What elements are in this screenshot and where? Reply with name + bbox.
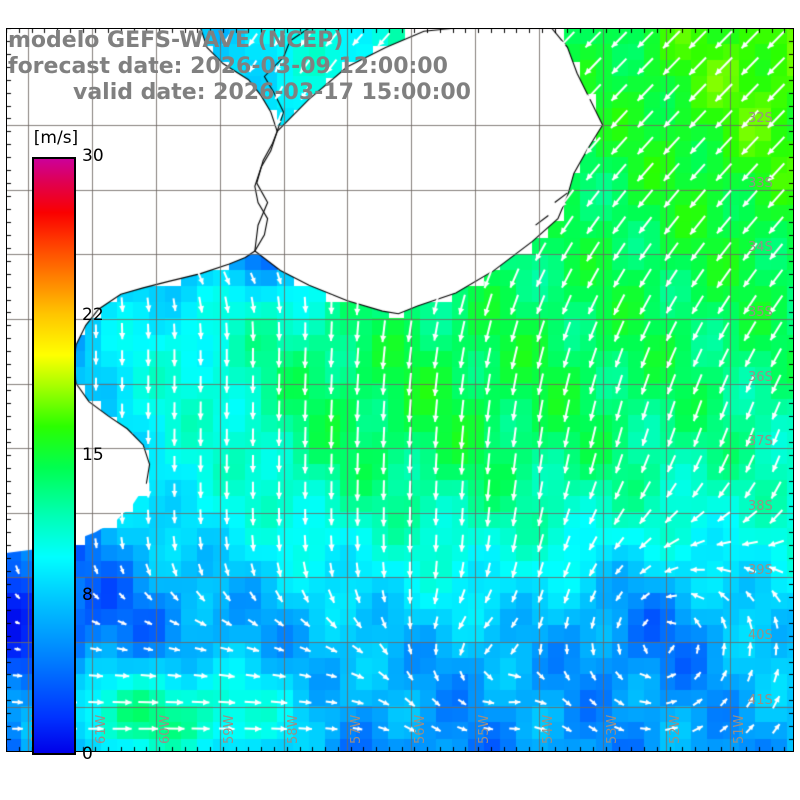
lat-label-40S: 40S bbox=[748, 628, 773, 644]
lon-label-53W: 53W bbox=[604, 714, 620, 744]
lat-label-32S: 32S bbox=[748, 110, 773, 126]
colorbar-unit-label: [m/s] bbox=[33, 128, 79, 148]
colorbar-tick-0: 0 bbox=[82, 744, 93, 764]
colorbar-tick-15: 15 bbox=[82, 445, 104, 465]
lat-label-36S: 36S bbox=[748, 369, 773, 385]
lat-label-39S: 39S bbox=[748, 563, 773, 579]
map-plot-area[interactable] bbox=[6, 28, 794, 752]
right-axis-ticks bbox=[785, 28, 794, 752]
lon-label-56W: 56W bbox=[413, 714, 429, 744]
colorbar-gradient bbox=[32, 157, 76, 755]
lon-label-52W: 52W bbox=[668, 714, 684, 744]
lat-label-37S: 37S bbox=[748, 434, 773, 450]
lat-label-38S: 38S bbox=[748, 498, 773, 514]
lon-label-54W: 54W bbox=[540, 714, 556, 744]
top-axis-ticks bbox=[6, 28, 794, 37]
lat-label-35S: 35S bbox=[748, 304, 773, 320]
lon-label-61W: 61W bbox=[94, 714, 110, 744]
colorbar[interactable] bbox=[32, 157, 76, 755]
colorbar-tick-22: 22 bbox=[82, 305, 104, 326]
colorbar-tick-8: 8 bbox=[82, 584, 93, 605]
lat-label-34S: 34S bbox=[748, 240, 773, 256]
lon-label-59W: 59W bbox=[221, 714, 237, 744]
lon-label-58W: 58W bbox=[285, 714, 301, 744]
lon-label-60W: 60W bbox=[157, 714, 173, 744]
bottom-axis-ticks bbox=[6, 743, 794, 752]
lat-label-33S: 33S bbox=[748, 175, 773, 191]
lat-label-41S: 41S bbox=[748, 692, 773, 708]
left-axis-ticks bbox=[6, 28, 15, 752]
colorbar-tick-30: 30 bbox=[82, 146, 104, 166]
lon-label-51W: 51W bbox=[732, 714, 748, 744]
lon-label-57W: 57W bbox=[349, 714, 365, 744]
lon-label-55W: 55W bbox=[476, 714, 492, 744]
wind-direction-arrow-layer bbox=[6, 28, 794, 752]
